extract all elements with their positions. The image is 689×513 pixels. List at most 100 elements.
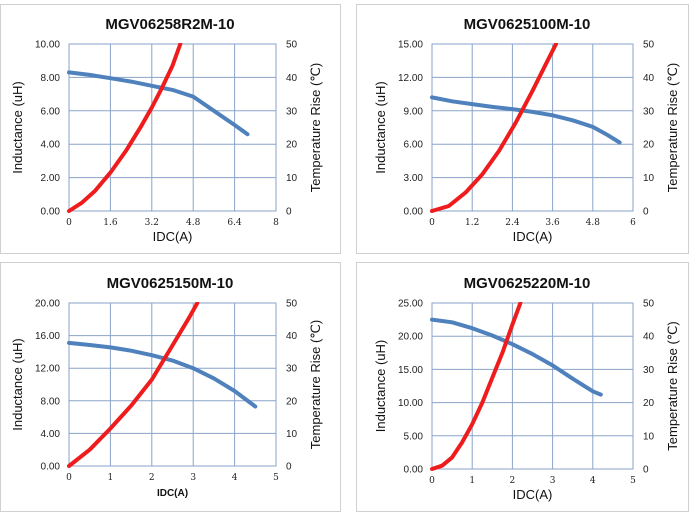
y2-tick-label: 20	[286, 140, 298, 151]
y2-axis-label: Temperature Rise (℃)	[308, 320, 323, 449]
x-tick-label: 2.4	[505, 218, 520, 228]
series-group	[67, 43, 250, 213]
y2-tick-label: 50	[643, 299, 655, 310]
temperature-rise-line	[430, 43, 558, 213]
y-tick-label: 10.00	[398, 398, 423, 409]
y-tick-label: 25.00	[398, 299, 423, 310]
series-group	[67, 302, 258, 468]
y2-tick-label: 40	[643, 332, 655, 343]
y-tick-label: 20.00	[398, 332, 423, 343]
y2-tick-label: 30	[643, 365, 655, 376]
inductance-line	[430, 317, 603, 397]
y2-axis-label: Temperature Rise (℃)	[308, 63, 323, 192]
temperature-rise-line	[67, 302, 200, 468]
y-tick-label: 16.00	[35, 331, 60, 342]
x-ticks: 0 1 2 3 4 5	[429, 476, 636, 486]
y2-ticks: 0 10 20 30 40 50	[286, 299, 298, 473]
y2-tick-label: 20	[643, 140, 655, 151]
x-tick-label: 1.6	[103, 218, 118, 228]
plot-area	[68, 43, 277, 212]
y2-axis-label: Temperature Rise (℃)	[665, 63, 680, 192]
y2-tick-label: 30	[643, 106, 655, 117]
x-tick-label: 2	[149, 473, 155, 483]
x-tick-label: 6	[630, 218, 636, 228]
x-axis-label: IDC(A)	[157, 488, 188, 499]
y-tick-label: 0.00	[404, 465, 424, 476]
y2-axis-label: Temperature Rise (℃)	[665, 321, 680, 450]
y-tick-label: 0.00	[41, 462, 61, 473]
y2-tick-label: 0	[643, 207, 649, 218]
y-ticks: 0.00 5.00 10.00 15.00 20.00 25.00	[398, 299, 423, 476]
y2-tick-label: 30	[286, 106, 298, 117]
chart-title: MGV0625100M-10	[464, 16, 591, 33]
x-tick-label: 1.2	[465, 218, 479, 228]
x-tick-label: 5	[273, 473, 279, 483]
chart-panel-1: MGV06258R2M-10 0.00 2.00 4.00 6.00 8.00 10.00…	[0, 4, 341, 254]
y2-ticks: 0 10 20 30 40 50	[643, 299, 655, 476]
y-axis-label: Inductance (uH)	[10, 338, 25, 431]
x-tick-label: 4.8	[186, 218, 201, 228]
y2-tick-label: 30	[286, 364, 298, 375]
y2-tick-label: 0	[286, 207, 292, 218]
y2-tick-label: 0	[643, 465, 649, 476]
y2-tick-label: 10	[286, 173, 298, 184]
y-tick-label: 10.00	[35, 40, 60, 51]
y2-tick-label: 40	[286, 331, 298, 342]
y-tick-label: 4.00	[41, 140, 61, 151]
inductance-line	[67, 340, 258, 409]
x-tick-label: 8	[273, 218, 279, 228]
plot-area	[68, 302, 277, 467]
x-ticks: 0 1 2 3 4 5	[66, 473, 279, 483]
x-tick-label: 5	[630, 476, 636, 486]
x-tick-label: 2	[510, 476, 516, 486]
y-tick-label: 2.00	[41, 173, 61, 184]
y-axis-label: Inductance (uH)	[373, 340, 388, 433]
y2-tick-label: 10	[286, 429, 298, 440]
y2-tick-label: 10	[643, 431, 655, 442]
panel-border	[0, 262, 341, 512]
y2-tick-label: 50	[643, 40, 655, 51]
chart-title: MGV0625150M-10	[107, 275, 234, 292]
x-ticks: 0 1.6 3.2 4.8 6.4 8	[66, 218, 279, 228]
x-tick-label: 3.6	[545, 218, 560, 228]
temperature-rise-line	[67, 43, 183, 213]
plot-area	[431, 302, 634, 470]
y-tick-label: 9.00	[404, 106, 424, 117]
chart-panel-2: MGV0625100M-10 0.00 3.00 6.00 9.00 12.00 15.0…	[356, 4, 689, 254]
x-tick-label: 0	[66, 218, 72, 228]
y-ticks: 0.00 3.00 6.00 9.00 12.00 15.00	[398, 40, 423, 218]
series-group	[430, 302, 603, 471]
y-tick-label: 8.00	[41, 396, 61, 407]
y-tick-label: 5.00	[404, 431, 424, 442]
y2-tick-label: 20	[643, 398, 655, 409]
y2-tick-label: 20	[286, 396, 298, 407]
x-tick-label: 3	[190, 473, 196, 483]
x-tick-label: 3	[550, 476, 556, 486]
x-tick-label: 4	[590, 476, 596, 486]
x-axis-label: IDC(A)	[513, 229, 553, 244]
y2-tick-label: 40	[643, 73, 655, 84]
series-group	[430, 43, 622, 213]
y-tick-label: 4.00	[41, 429, 61, 440]
panel-border	[0, 4, 341, 254]
inductance-line	[430, 95, 622, 145]
y-tick-label: 6.00	[41, 106, 61, 117]
y-tick-label: 12.00	[398, 73, 423, 84]
chart-title: MGV06258R2M-10	[105, 16, 234, 33]
y-ticks: 0.00 2.00 4.00 6.00 8.00 10.00	[35, 40, 60, 218]
y-tick-label: 20.00	[35, 299, 60, 310]
x-ticks: 0 1.2 2.4 3.6 4.8 6	[429, 218, 636, 228]
x-tick-label: 4	[232, 473, 238, 483]
chart-title: MGV0625220M-10	[464, 275, 591, 292]
y2-tick-label: 0	[286, 462, 292, 473]
x-tick-label: 0	[429, 218, 435, 228]
x-tick-label: 0	[429, 476, 435, 486]
y-ticks: 0.00 4.00 8.00 12.00 16.00 20.00	[35, 299, 60, 473]
y-tick-label: 0.00	[41, 207, 61, 218]
y-tick-label: 15.00	[398, 40, 423, 51]
x-axis-label: IDC(A)	[513, 487, 553, 502]
plot-area	[431, 43, 634, 212]
y-axis-label: Inductance (uH)	[373, 81, 388, 174]
x-tick-label: 4.8	[586, 218, 601, 228]
